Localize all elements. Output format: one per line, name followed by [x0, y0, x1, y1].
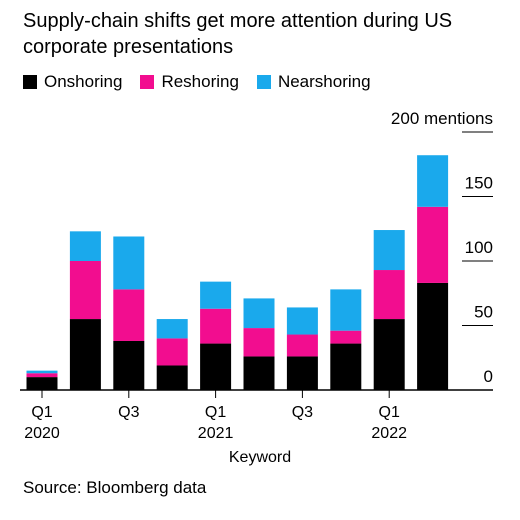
- bar-onshoring: [156, 365, 188, 390]
- legend: Onshoring Reshoring Nearshoring: [23, 72, 389, 92]
- bar-reshoring: [69, 261, 101, 320]
- bar-reshoring: [330, 330, 362, 344]
- bar-reshoring: [417, 206, 449, 283]
- legend-swatch-onshoring: [23, 75, 37, 89]
- bar-nearshoring: [243, 298, 275, 329]
- x-tick-year-label: 2022: [371, 425, 407, 442]
- bar-reshoring: [113, 289, 145, 341]
- legend-label-reshoring: Reshoring: [161, 72, 239, 91]
- bar-nearshoring: [330, 289, 362, 331]
- bar-nearshoring: [417, 155, 449, 207]
- y-tick-label: 150: [465, 174, 493, 193]
- bar-onshoring: [330, 343, 362, 390]
- bar-reshoring: [373, 270, 405, 320]
- x-tick-label: Q3: [292, 404, 313, 421]
- bar-nearshoring: [286, 307, 318, 335]
- legend-swatch-nearshoring: [256, 75, 271, 89]
- legend-label-nearshoring: Nearshoring: [277, 72, 371, 91]
- legend-item-nearshoring: Nearshoring: [256, 72, 371, 92]
- bar-reshoring: [156, 338, 188, 366]
- y-tick-label: 0: [484, 367, 493, 386]
- bar-nearshoring: [156, 319, 188, 339]
- bar-reshoring: [286, 334, 318, 357]
- y-tick-label: 100: [465, 238, 493, 257]
- bar-onshoring: [373, 319, 405, 390]
- bar-onshoring: [243, 356, 275, 390]
- bar-reshoring: [200, 308, 232, 344]
- bar-onshoring: [286, 356, 318, 390]
- bar-nearshoring: [69, 231, 101, 261]
- bar-onshoring: [69, 319, 101, 390]
- legend-item-reshoring: Reshoring: [140, 72, 239, 92]
- bar-onshoring: [113, 340, 145, 390]
- x-axis-title: Keyword: [229, 449, 291, 466]
- x-tick-label: Q1: [205, 404, 226, 421]
- bar-reshoring: [26, 373, 58, 378]
- x-tick-label: Q3: [118, 404, 139, 421]
- y-tick-label: 200 mentions: [391, 109, 493, 128]
- legend-item-onshoring: Onshoring: [23, 72, 122, 92]
- bar-nearshoring: [200, 281, 232, 309]
- bar-onshoring: [200, 343, 232, 390]
- x-tick-year-label: 2021: [198, 425, 234, 442]
- bar-reshoring: [243, 328, 275, 357]
- x-tick-year-label: 2020: [24, 425, 60, 442]
- y-tick-label: 50: [474, 303, 493, 322]
- bar-onshoring: [417, 282, 449, 390]
- legend-swatch-reshoring: [140, 75, 155, 89]
- bar-nearshoring: [373, 230, 405, 271]
- bar-onshoring: [26, 377, 58, 390]
- x-tick-label: Q1: [31, 404, 52, 421]
- legend-label-onshoring: Onshoring: [44, 72, 123, 91]
- bar-nearshoring: [113, 236, 145, 290]
- source-note: Source: Bloomberg data: [23, 478, 207, 497]
- chart-title: Supply-chain shifts get more attention d…: [23, 10, 453, 58]
- x-tick-label: Q1: [379, 404, 400, 421]
- bar-nearshoring: [26, 370, 58, 374]
